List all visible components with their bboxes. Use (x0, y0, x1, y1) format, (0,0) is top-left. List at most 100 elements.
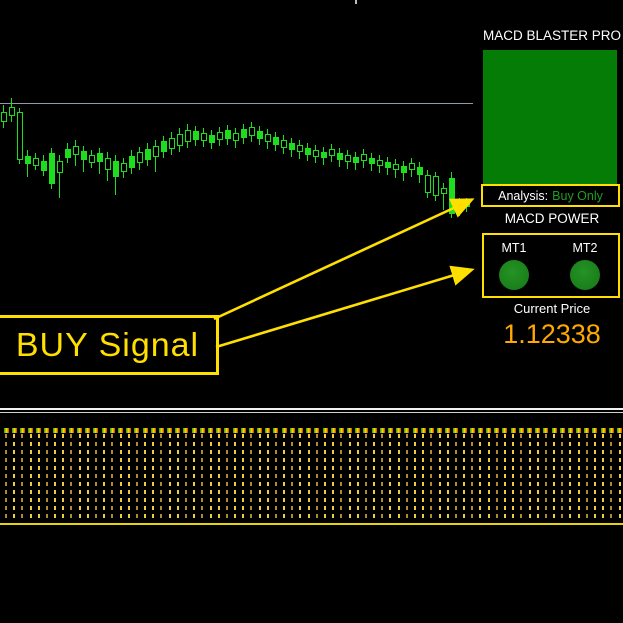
histogram-cap-icon (412, 428, 418, 433)
candle-body (137, 152, 143, 163)
histogram-column (45, 434, 48, 522)
histogram-cap-icon (387, 428, 393, 433)
analysis-value: Buy Only (552, 188, 603, 203)
candle-body (201, 133, 207, 141)
histogram-column (553, 434, 556, 522)
candle-body (1, 112, 7, 122)
histogram-cap-icon (396, 428, 402, 433)
histogram-column (414, 434, 416, 522)
histogram-cap-icon (248, 428, 254, 433)
histogram-cap-icon (494, 428, 500, 433)
candle-body (257, 131, 263, 139)
histogram-cap-icon (543, 428, 549, 433)
mt2-status-light-icon (570, 260, 600, 290)
histogram-cap-icon (150, 428, 156, 433)
histogram-cap-icon (322, 428, 328, 433)
mt1-label: MT1 (501, 241, 527, 255)
candle-body (49, 153, 55, 184)
histogram-column (397, 434, 400, 522)
histogram-baseline (0, 523, 623, 525)
candle-body (161, 141, 167, 152)
histogram-cap-icon (44, 428, 50, 433)
histogram-cap-icon (584, 428, 590, 433)
histogram-cap-icon (567, 428, 573, 433)
histogram-column (324, 434, 327, 522)
histogram-column (184, 434, 187, 522)
histogram-cap-icon (60, 428, 66, 433)
histogram-column (430, 434, 433, 522)
histogram-column (536, 434, 539, 522)
buy-signal-callout-box: BUY Signal (0, 315, 219, 375)
histogram-column (315, 434, 318, 522)
current-price-label: Current Price (513, 301, 591, 316)
histogram-cap-icon (314, 428, 320, 433)
histogram-cap-icon (101, 428, 107, 433)
histogram-column (283, 434, 286, 522)
histogram-column (356, 434, 359, 522)
histogram-cap-icon (93, 428, 99, 433)
candle-body (393, 164, 399, 170)
histogram-cap-icon (338, 428, 344, 433)
candle-body (377, 160, 383, 166)
candle-body (273, 137, 279, 145)
histogram-cap-icon (306, 428, 312, 433)
histogram-column (577, 434, 580, 522)
histogram-column (225, 434, 228, 522)
candle-body (33, 158, 39, 166)
histogram-column (495, 434, 498, 522)
histogram-column (364, 434, 367, 522)
histogram-cap-icon (535, 428, 541, 433)
candle-wick (59, 155, 60, 198)
histogram-cap-icon (559, 428, 565, 433)
histogram-column (234, 434, 237, 522)
histogram-column (463, 434, 466, 522)
histogram-column (54, 434, 57, 522)
histogram-column (29, 434, 32, 522)
histogram-cap-icon (142, 428, 148, 433)
candle-body (57, 161, 63, 173)
histogram-column (119, 434, 122, 522)
histogram-cap-icon (109, 428, 115, 433)
histogram-column (544, 434, 547, 522)
candle-body (441, 188, 447, 194)
histogram-column (299, 434, 302, 522)
histogram-column (86, 434, 89, 522)
histogram-cap-icon (208, 428, 213, 433)
histogram-column (618, 434, 621, 522)
histogram-cap-icon (420, 428, 426, 433)
histogram-cap-icon (281, 428, 287, 433)
candle-body (329, 149, 335, 156)
histogram-column (585, 434, 588, 522)
histogram-column (291, 434, 294, 522)
analysis-box: Analysis: Buy Only (481, 184, 620, 207)
candle-body (217, 132, 223, 140)
histogram-column (176, 434, 179, 522)
candle-body (425, 175, 431, 193)
histogram-cap-icon (126, 428, 132, 433)
candle-body (385, 162, 391, 168)
candle-body (249, 127, 255, 136)
candle-body (185, 130, 191, 142)
candle-body (241, 129, 247, 138)
candle-body (305, 148, 311, 155)
histogram-column (13, 434, 16, 522)
histogram-cap-icon (347, 428, 353, 433)
histogram-column (610, 434, 613, 522)
candle-body (105, 158, 111, 170)
histogram-cap-icon (52, 428, 58, 433)
histogram-column (160, 434, 163, 522)
histogram-cap-icon (437, 428, 443, 433)
histogram-column (193, 434, 196, 522)
histogram-cap-icon (428, 428, 434, 433)
histogram-cap-icon (11, 428, 17, 433)
candle-body (121, 163, 127, 172)
histogram-column (152, 434, 155, 522)
histogram-cap-icon (363, 428, 369, 433)
candle-body (345, 155, 351, 162)
candle-body (321, 152, 327, 158)
histogram-column (242, 434, 245, 522)
histogram-column (512, 434, 515, 522)
